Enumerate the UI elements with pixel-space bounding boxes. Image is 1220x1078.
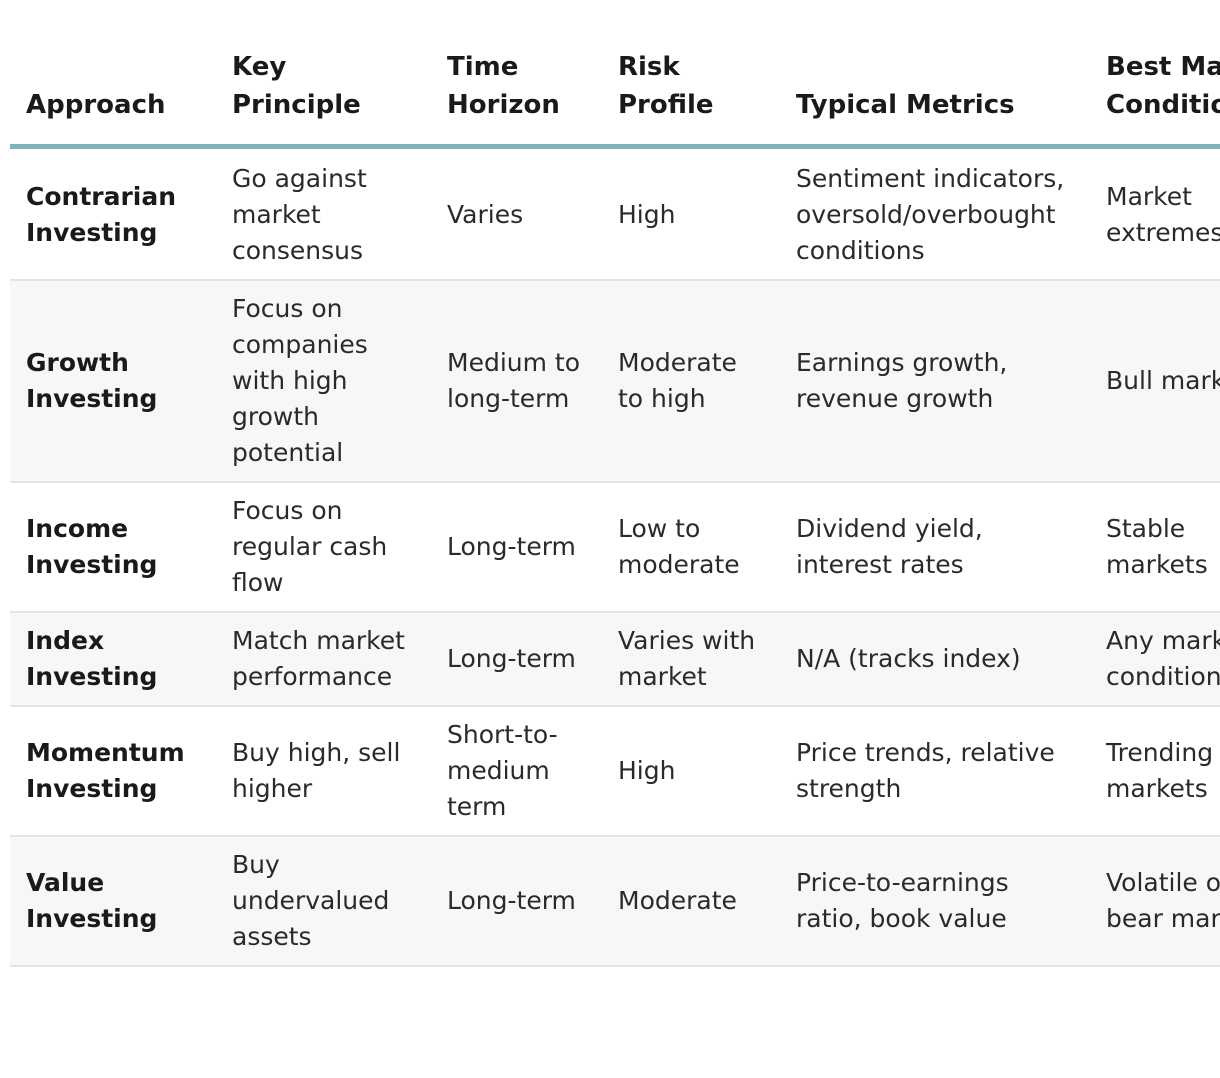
cell-approach: Income Investing (10, 482, 216, 613)
table-row: Contrarian Investing Go against market c… (10, 146, 1220, 281)
cell-time-horizon: Short-to-medium term (431, 706, 602, 837)
investing-approaches-table-container: Approach Key Principle Time Horizon Risk… (10, 0, 1220, 967)
cell-key-principle: Focus on companies with high growth pote… (216, 280, 431, 483)
table-header: Approach Key Principle Time Horizon Risk… (10, 0, 1220, 149)
cell-risk-profile: High (602, 706, 780, 837)
cell-typical-metrics: Earnings growth, revenue growth (780, 280, 1090, 483)
cell-approach: Index Investing (10, 612, 216, 707)
cell-typical-metrics: N/A (tracks index) (780, 612, 1090, 707)
cell-key-principle: Go against market consensus (216, 146, 431, 281)
cell-approach: Momentum Investing (10, 706, 216, 837)
table-row: Value Investing Buy undervalued assets L… (10, 836, 1220, 967)
cell-best-market-conditions: Any market conditions (1090, 612, 1220, 707)
cell-approach: Value Investing (10, 836, 216, 967)
header-row: Approach Key Principle Time Horizon Risk… (10, 0, 1220, 149)
cell-risk-profile: Moderate (602, 836, 780, 967)
cell-best-market-conditions: Volatile or bear markets (1090, 836, 1220, 967)
cell-risk-profile: Varies with market (602, 612, 780, 707)
header-time-horizon: Time Horizon (431, 0, 602, 149)
cell-best-market-conditions: Stable markets (1090, 482, 1220, 613)
table-row: Income Investing Focus on regular cash f… (10, 482, 1220, 613)
cell-approach: Contrarian Investing (10, 146, 216, 281)
cell-approach: Growth Investing (10, 280, 216, 483)
header-typical-metrics: Typical Metrics (780, 0, 1090, 149)
table-row: Growth Investing Focus on companies with… (10, 280, 1220, 483)
header-approach: Approach (10, 0, 216, 149)
cell-risk-profile: Low to moderate (602, 482, 780, 613)
investing-approaches-table: Approach Key Principle Time Horizon Risk… (10, 0, 1220, 967)
cell-key-principle: Match market performance (216, 612, 431, 707)
cell-risk-profile: High (602, 146, 780, 281)
cell-best-market-conditions: Market extremes (1090, 146, 1220, 281)
table-row: Momentum Investing Buy high, sell higher… (10, 706, 1220, 837)
cell-typical-metrics: Dividend yield, interest rates (780, 482, 1090, 613)
cell-key-principle: Buy high, sell higher (216, 706, 431, 837)
cell-best-market-conditions: Bull markets (1090, 280, 1220, 483)
cell-key-principle: Focus on regular cash flow (216, 482, 431, 613)
cell-typical-metrics: Sentiment indicators, oversold/overbough… (780, 146, 1090, 281)
table-row: Index Investing Match market performance… (10, 612, 1220, 707)
cell-best-market-conditions: Trending markets (1090, 706, 1220, 837)
cell-typical-metrics: Price trends, relative strength (780, 706, 1090, 837)
cell-time-horizon: Varies (431, 146, 602, 281)
header-key-principle: Key Principle (216, 0, 431, 149)
header-best-market-conditions: Best Market Conditions (1090, 0, 1220, 149)
cell-risk-profile: Moderate to high (602, 280, 780, 483)
cell-typical-metrics: Price-to-earnings ratio, book value (780, 836, 1090, 967)
cell-time-horizon: Long-term (431, 612, 602, 707)
table-body: Contrarian Investing Go against market c… (10, 146, 1220, 967)
cell-time-horizon: Medium to long-term (431, 280, 602, 483)
cell-time-horizon: Long-term (431, 482, 602, 613)
cell-key-principle: Buy undervalued assets (216, 836, 431, 967)
header-risk-profile: Risk Profile (602, 0, 780, 149)
cell-time-horizon: Long-term (431, 836, 602, 967)
